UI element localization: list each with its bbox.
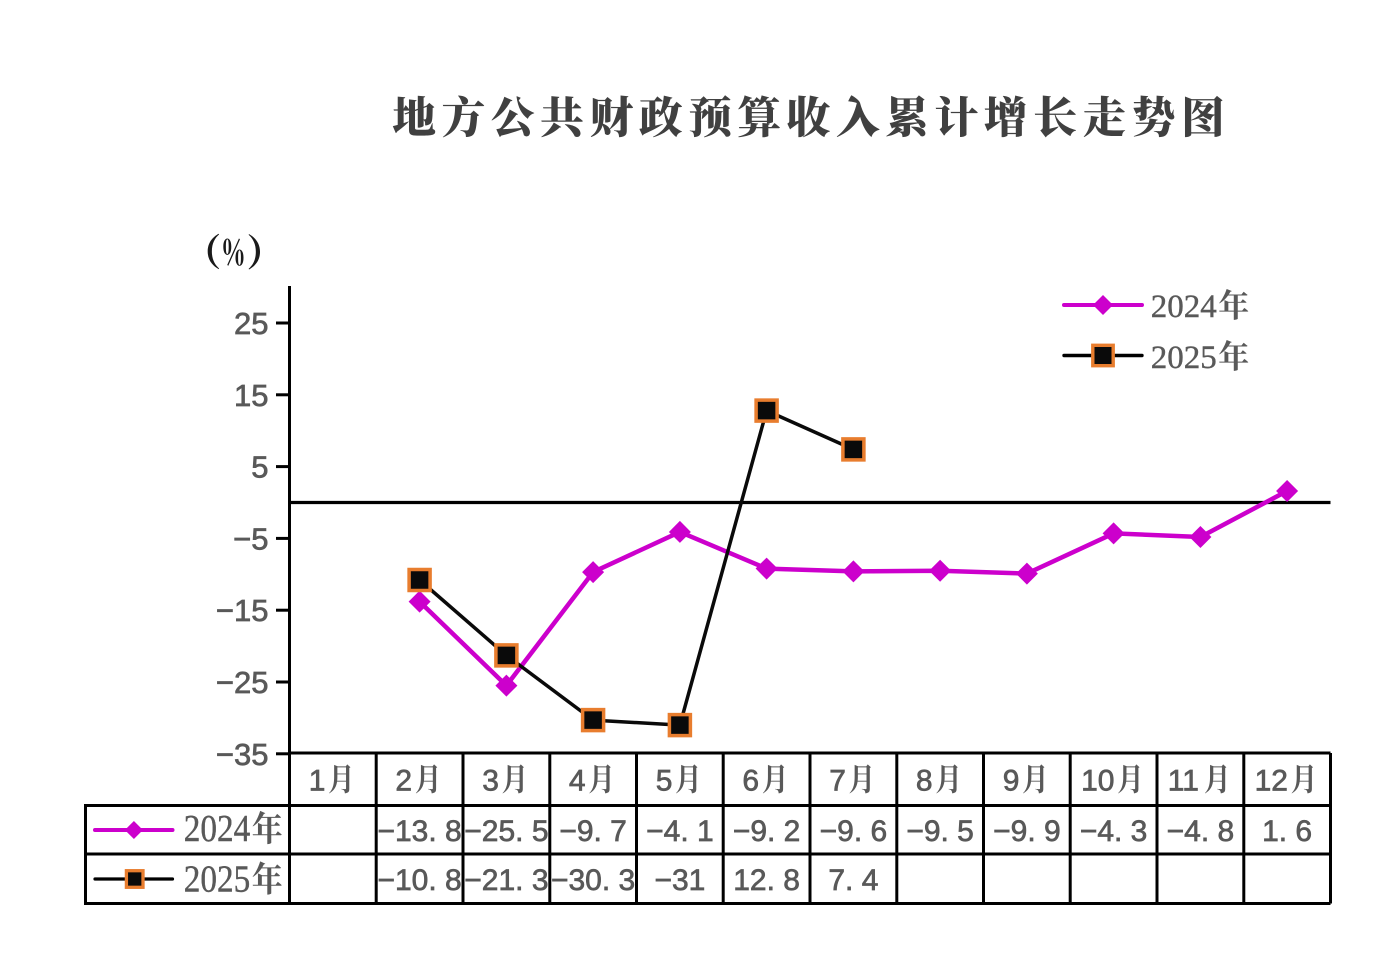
svg-text:2025: 2025 xyxy=(184,859,251,901)
svg-text:−25. 5: −25. 5 xyxy=(464,815,548,848)
svg-text:−4. 1: −4. 1 xyxy=(646,815,714,848)
svg-text:7: 7 xyxy=(829,765,846,798)
svg-text:1. 6: 1. 6 xyxy=(1262,815,1312,848)
svg-text:10: 10 xyxy=(1081,765,1114,798)
svg-text:7. 4: 7. 4 xyxy=(828,864,878,897)
svg-text:−13. 8: −13. 8 xyxy=(377,815,461,848)
svg-text:11: 11 xyxy=(1168,765,1199,798)
svg-text:−31: −31 xyxy=(654,864,705,897)
svg-text:8: 8 xyxy=(916,765,933,798)
svg-text:−9. 9: −9. 9 xyxy=(993,815,1061,848)
svg-text:−4. 3: −4. 3 xyxy=(1080,815,1148,848)
svg-text:−9. 2: −9. 2 xyxy=(733,815,801,848)
svg-text:−9. 5: −9. 5 xyxy=(906,815,974,848)
svg-text:−30. 3: −30. 3 xyxy=(551,864,635,897)
svg-text:12: 12 xyxy=(1255,765,1288,798)
svg-text:−35: −35 xyxy=(216,737,269,772)
svg-text:2024: 2024 xyxy=(1151,289,1217,325)
svg-text:2024: 2024 xyxy=(184,808,251,850)
svg-text:15: 15 xyxy=(234,378,268,413)
svg-text:1: 1 xyxy=(309,765,326,798)
svg-text:9: 9 xyxy=(1003,765,1020,798)
svg-text:4: 4 xyxy=(569,765,586,798)
svg-text:3: 3 xyxy=(482,765,499,798)
svg-text:5: 5 xyxy=(656,765,673,798)
svg-text:6: 6 xyxy=(742,765,759,798)
svg-text:−25: −25 xyxy=(216,665,269,700)
svg-text:2025: 2025 xyxy=(1151,340,1217,376)
svg-text:25: 25 xyxy=(234,306,268,341)
svg-text:−9. 6: −9. 6 xyxy=(820,815,888,848)
svg-text:−4. 8: −4. 8 xyxy=(1167,815,1235,848)
svg-text:−21. 3: −21. 3 xyxy=(464,864,548,897)
svg-text:−9. 7: −9. 7 xyxy=(559,815,627,848)
svg-text:−15: −15 xyxy=(216,593,269,628)
svg-text:12. 8: 12. 8 xyxy=(733,864,800,897)
svg-text:−5: −5 xyxy=(233,521,268,556)
svg-text:2: 2 xyxy=(395,765,412,798)
svg-text:−10. 8: −10. 8 xyxy=(377,864,461,897)
svg-text:5: 5 xyxy=(251,450,268,485)
